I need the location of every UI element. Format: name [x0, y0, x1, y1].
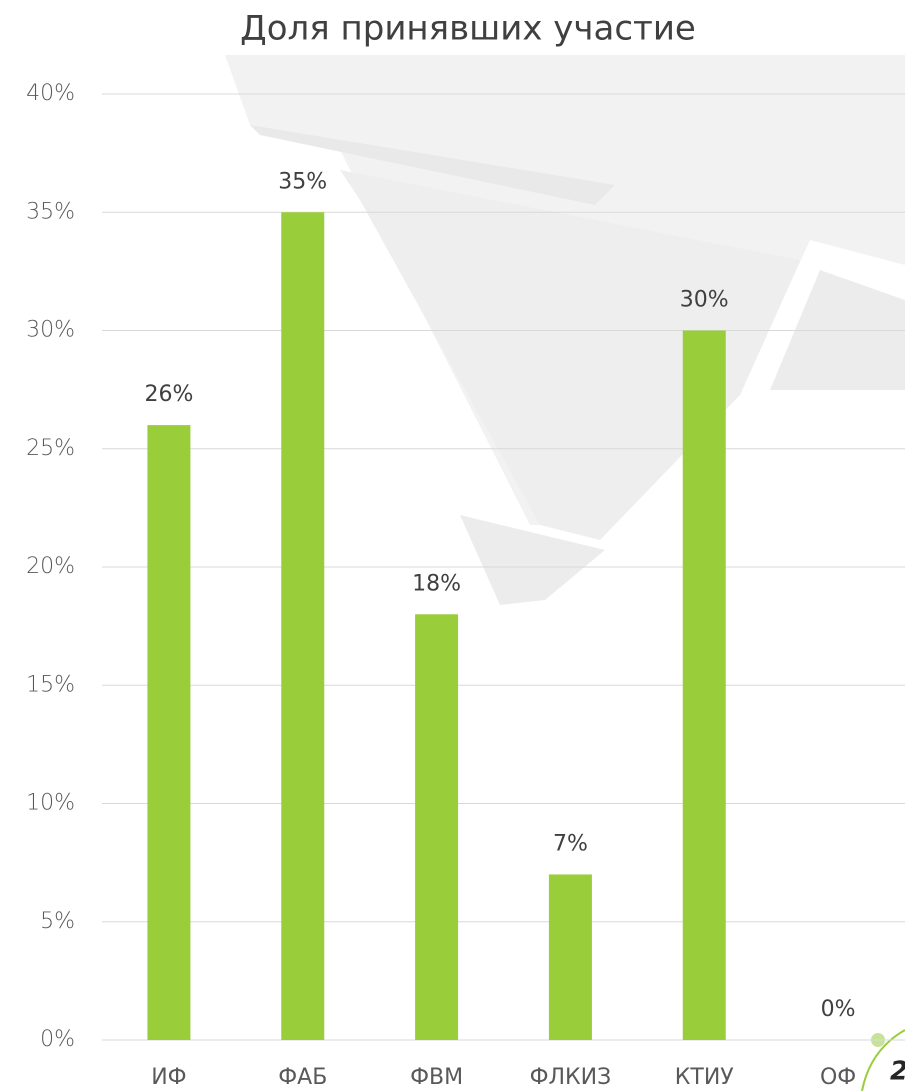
- y-tick-label: 20%: [26, 554, 75, 579]
- y-tick-label: 25%: [26, 436, 75, 461]
- y-tick-label: 15%: [26, 672, 75, 697]
- value-label: 26%: [144, 382, 193, 407]
- bar: [548, 874, 592, 1040]
- y-tick-label: 30%: [26, 318, 75, 343]
- y-tick-label: 0%: [40, 1027, 75, 1052]
- value-label: 0%: [821, 997, 856, 1022]
- y-tick-label: 35%: [26, 199, 75, 224]
- value-label: 35%: [278, 169, 327, 194]
- value-label: 30%: [680, 288, 729, 313]
- x-tick-label: КТИУ: [675, 1065, 735, 1090]
- x-tick-label: ФВМ: [410, 1065, 463, 1090]
- bar: [415, 614, 459, 1040]
- bar: [682, 330, 726, 1040]
- x-tick-label: ИФ: [151, 1065, 186, 1090]
- x-tick-label: ФЛКИЗ: [530, 1065, 612, 1090]
- y-tick-label: 10%: [26, 791, 75, 816]
- value-label: 18%: [412, 571, 461, 596]
- bar: [281, 212, 325, 1040]
- value-label: 7%: [553, 831, 588, 856]
- y-tick-label: 5%: [40, 909, 75, 934]
- bar: [147, 425, 191, 1041]
- x-tick-label: ОФ: [820, 1065, 856, 1090]
- y-tick-label: 40%: [26, 81, 75, 106]
- x-tick-label: ФАБ: [278, 1065, 327, 1090]
- page-number: 2: [890, 1057, 905, 1087]
- chart-title: Доля принявших участие: [240, 9, 696, 49]
